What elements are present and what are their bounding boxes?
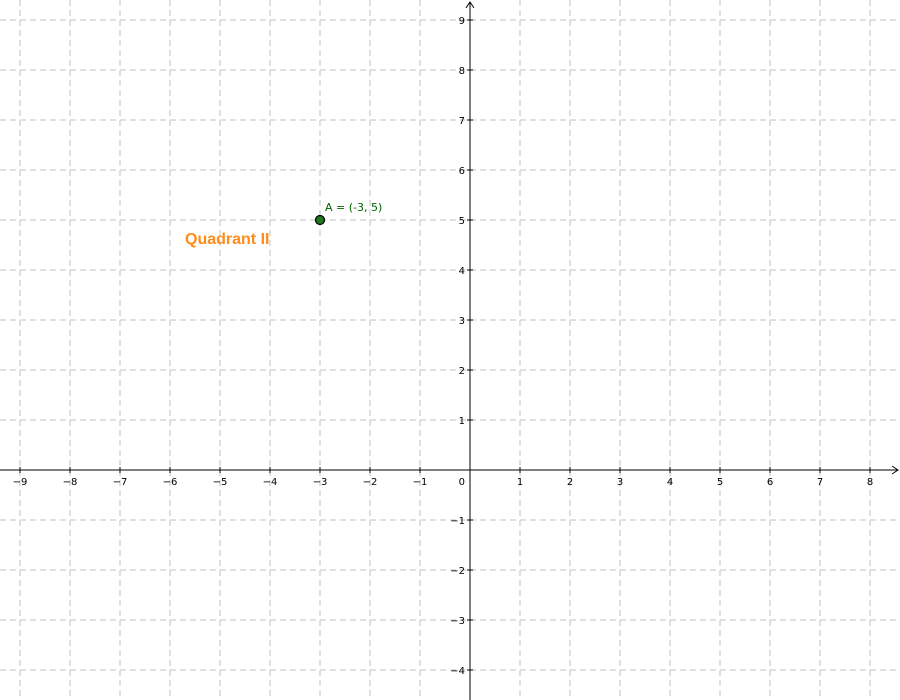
x-tick-label: −9 (13, 477, 28, 488)
y-tick-label: 6 (459, 166, 465, 177)
y-tick-label: −1 (450, 516, 465, 527)
x-tick-label: −1 (413, 477, 428, 488)
x-tick-label: −8 (63, 477, 78, 488)
x-tick-label: 5 (717, 477, 723, 488)
y-tick-label: 4 (459, 266, 465, 277)
y-tick-label: 2 (459, 366, 465, 377)
y-axis-arrow-icon (465, 1, 475, 9)
x-tick-label: 4 (667, 477, 673, 488)
x-tick-label: 8 (867, 477, 873, 488)
point-a[interactable] (314, 214, 326, 226)
quadrant-label[interactable]: Quadrant II (185, 231, 269, 248)
x-tick-label: 6 (767, 477, 773, 488)
x-tick-label: −6 (163, 477, 178, 488)
x-tick-label: −3 (313, 477, 328, 488)
x-tick-label: −5 (213, 477, 228, 488)
x-tick-label: −2 (363, 477, 378, 488)
point-a-label[interactable]: A = (-3, 5) (325, 201, 382, 214)
y-tick-label: −4 (450, 666, 465, 677)
y-tick-label: 8 (459, 66, 465, 77)
x-tick-label: 1 (517, 477, 523, 488)
x-tick-label: −4 (263, 477, 278, 488)
x-tick-label: 2 (567, 477, 573, 488)
x-tick-label: 7 (817, 477, 823, 488)
origin-label: 0 (459, 477, 465, 488)
objects: A = (-3, 5) Quadrant II (185, 201, 382, 248)
x-tick-label: −7 (113, 477, 128, 488)
y-tick-label: 5 (459, 216, 465, 227)
x-axis-arrow-icon (891, 465, 899, 475)
y-tick-label: 1 (459, 416, 465, 427)
y-tick-label: −2 (450, 566, 465, 577)
y-tick-label: 9 (459, 16, 465, 27)
y-tick-label: 3 (459, 316, 465, 327)
x-tick-label: 3 (617, 477, 623, 488)
y-tick-label: 7 (459, 116, 465, 127)
tick-labels: 0 −9 −8 −7 −6 −5 −4 −3 −2 −1 1 2 3 4 5 6 7 8 −4 −3 −2 −1 1 2 3 4… (13, 16, 874, 677)
y-tick-label: −3 (450, 616, 465, 627)
